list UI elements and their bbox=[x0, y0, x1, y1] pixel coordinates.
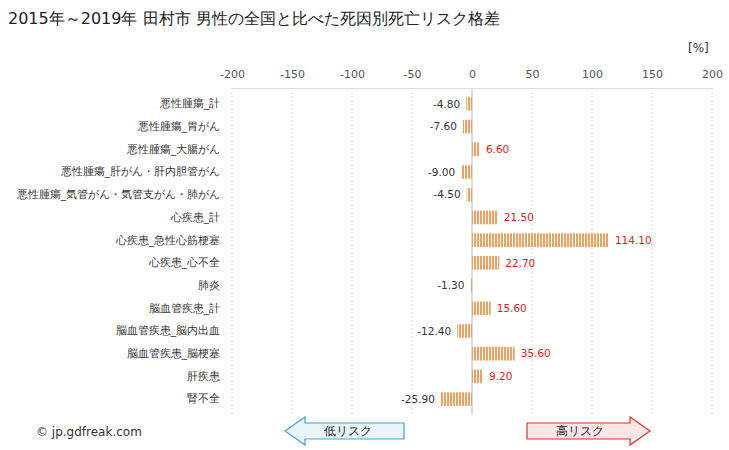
x-tick: 200 bbox=[702, 68, 723, 88]
x-axis-line bbox=[233, 88, 713, 89]
grid-line bbox=[712, 88, 713, 415]
bar bbox=[472, 370, 483, 384]
bar bbox=[441, 392, 472, 406]
y-tick: 心疾患_計 bbox=[170, 211, 228, 224]
category-label: 脳血管疾患_計 bbox=[149, 302, 220, 315]
grid-line bbox=[232, 88, 233, 415]
data-label: -1.30 bbox=[437, 279, 464, 291]
bar bbox=[463, 120, 472, 134]
x-tick-label: 200 bbox=[702, 68, 723, 81]
bar bbox=[472, 256, 499, 270]
data-label: 35.60 bbox=[521, 347, 551, 359]
x-tick: 0 bbox=[469, 68, 476, 88]
bar bbox=[466, 97, 472, 111]
category-label: 悪性腫瘍_胃がん bbox=[137, 120, 220, 133]
data-label: -12.40 bbox=[417, 325, 451, 337]
category-label: 悪性腫瘍_計 bbox=[159, 97, 220, 110]
data-labels: -4.80 -7.60 6.60 -9.00 -4.50 21.50 114.10 22.70… bbox=[401, 98, 652, 405]
arrow-shape bbox=[527, 417, 650, 445]
data-label: -25.90 bbox=[401, 393, 435, 405]
x-tick-label: -200 bbox=[220, 68, 245, 81]
x-tick: 50 bbox=[526, 68, 540, 88]
grid-line bbox=[472, 88, 473, 415]
category-label: 心疾患_急性心筋梗塞 bbox=[115, 234, 220, 247]
data-label: 9.20 bbox=[489, 370, 512, 382]
category-label: 心疾患_計 bbox=[170, 211, 220, 224]
grid-line bbox=[652, 88, 653, 415]
category-label: 脳血管疾患_脳内出血 bbox=[116, 324, 220, 337]
data-label: 114.10 bbox=[615, 234, 652, 246]
x-tick: -100 bbox=[340, 68, 365, 88]
category-label: 悪性腫瘍_気管がん・気管支がん・肺がん bbox=[16, 188, 220, 201]
x-tick: -150 bbox=[280, 68, 305, 88]
y-tick: 脳血管疾患_脳内出血 bbox=[116, 324, 228, 337]
y-tick: 悪性腫瘍_気管がん・気管支がん・肺がん bbox=[16, 188, 228, 201]
y-tick: 悪性腫瘍_計 bbox=[159, 97, 228, 110]
high-risk-arrow: 高リスク bbox=[527, 417, 650, 445]
y-tick: 肝疾患 bbox=[187, 370, 228, 382]
x-tick-label: 0 bbox=[469, 68, 476, 81]
x-tick: -50 bbox=[404, 68, 422, 88]
grid-line bbox=[412, 88, 413, 415]
title: 2015年～2019年 田村市 男性の全国と比べた死因別死亡リスク格差 bbox=[8, 9, 500, 28]
bar bbox=[472, 301, 491, 315]
category-label: 腎不全 bbox=[187, 392, 220, 404]
chart: 2015年～2019年 田村市 男性の全国と比べた死因別死亡リスク格差-200-… bbox=[0, 0, 729, 450]
x-tick: 100 bbox=[582, 68, 603, 88]
y-tick: 脳血管疾患_計 bbox=[149, 302, 228, 315]
grid-line bbox=[292, 88, 293, 415]
y-tick: 腎不全 bbox=[187, 392, 228, 404]
bar bbox=[467, 188, 472, 202]
axis-unit: [%] bbox=[688, 41, 709, 55]
category-label: 悪性腫瘍_肝がん・肝内胆管がん bbox=[60, 165, 220, 178]
grid-line bbox=[592, 88, 593, 415]
x-tick: -200 bbox=[220, 68, 245, 88]
bar bbox=[457, 324, 472, 338]
bars bbox=[441, 97, 609, 406]
bar bbox=[461, 165, 472, 179]
bar bbox=[472, 347, 515, 361]
data-label: 21.50 bbox=[504, 211, 534, 223]
low-risk-arrow: 低リスク bbox=[285, 417, 404, 445]
category-label: 肝疾患 bbox=[187, 370, 220, 382]
y-tick: 肺炎 bbox=[198, 279, 228, 291]
data-label: 15.60 bbox=[497, 302, 527, 314]
bar bbox=[472, 233, 609, 247]
y-tick: 心疾患_心不全 bbox=[148, 256, 228, 269]
y-tick: 脳血管疾患_脳梗塞 bbox=[127, 347, 228, 360]
y-tick: 心疾患_急性心筋梗塞 bbox=[115, 234, 228, 247]
arrow-shape bbox=[285, 417, 404, 445]
category-label: 悪性腫瘍_大腸がん bbox=[126, 143, 220, 156]
data-label: 22.70 bbox=[505, 257, 535, 269]
x-tick-label: 100 bbox=[582, 68, 603, 81]
x-tick-label: 150 bbox=[642, 68, 663, 81]
bar bbox=[470, 279, 472, 293]
y-axis: 悪性腫瘍_計悪性腫瘍_胃がん悪性腫瘍_大腸がん悪性腫瘍_肝がん・肝内胆管がん悪性… bbox=[16, 97, 228, 404]
x-tick-label: -150 bbox=[280, 68, 305, 81]
grid bbox=[232, 88, 712, 415]
annotation: 高リスク bbox=[556, 424, 604, 438]
x-tick-label: -50 bbox=[404, 68, 422, 81]
data-label: -7.60 bbox=[430, 120, 457, 132]
copyright: © jp.gdfreak.com bbox=[36, 425, 142, 439]
grid-line bbox=[532, 88, 533, 415]
y-tick: 悪性腫瘍_胃がん bbox=[137, 120, 228, 133]
x-tick-label: 50 bbox=[526, 68, 540, 81]
data-label: -4.50 bbox=[433, 188, 460, 200]
x-tick: 150 bbox=[642, 68, 663, 88]
x-tick-label: -100 bbox=[340, 68, 365, 81]
category-label: 肺炎 bbox=[198, 279, 220, 291]
x-axis: -200 -150 -100 -50 0 50 100 150 200 bbox=[220, 68, 723, 89]
data-label: -9.00 bbox=[428, 166, 455, 178]
y-tick: 悪性腫瘍_大腸がん bbox=[126, 143, 228, 156]
bar bbox=[472, 143, 480, 157]
bar bbox=[472, 211, 498, 225]
data-label: 6.60 bbox=[486, 143, 509, 155]
y-tick: 悪性腫瘍_肝がん・肝内胆管がん bbox=[60, 165, 228, 178]
category-label: 脳血管疾患_脳梗塞 bbox=[127, 347, 220, 360]
grid-line bbox=[352, 88, 353, 415]
annotation: 低リスク bbox=[324, 424, 372, 438]
category-label: 心疾患_心不全 bbox=[148, 256, 220, 269]
data-label: -4.80 bbox=[433, 98, 460, 110]
